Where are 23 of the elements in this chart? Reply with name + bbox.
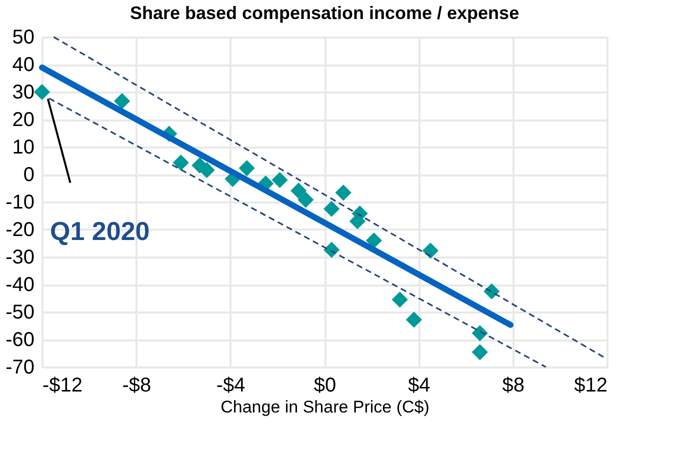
x-tick-label: -$12	[42, 374, 83, 396]
chart-title: Share based compensation income / expense	[130, 3, 520, 23]
y-tick-label: 50	[12, 26, 34, 48]
y-tick-label: -50	[6, 302, 34, 324]
x-axis-title: Change in Share Price (C$)	[220, 398, 430, 416]
x-tick-label: $4	[408, 374, 430, 396]
y-tick-label: 20	[12, 109, 34, 131]
y-tick-label: -60	[6, 329, 34, 351]
x-tick-label: -$8	[122, 374, 152, 396]
y-tick-label: -40	[6, 274, 34, 296]
y-tick-label: -10	[6, 192, 34, 214]
annotation: Q1 2020	[50, 216, 150, 246]
y-tick-label: 0	[23, 164, 34, 186]
x-tick-label: $12	[574, 374, 608, 396]
x-tick-label: $0	[314, 374, 336, 396]
x-tick-label: $8	[502, 374, 524, 396]
x-tick-label: -$4	[216, 374, 246, 396]
y-tick-label: 30	[12, 82, 34, 104]
y-tick-label: -70	[6, 356, 34, 378]
y-tick-label: -30	[6, 246, 34, 268]
y-tick-label: 10	[12, 136, 34, 158]
y-tick-label: 40	[12, 54, 34, 76]
y-tick-label: -20	[6, 219, 34, 241]
